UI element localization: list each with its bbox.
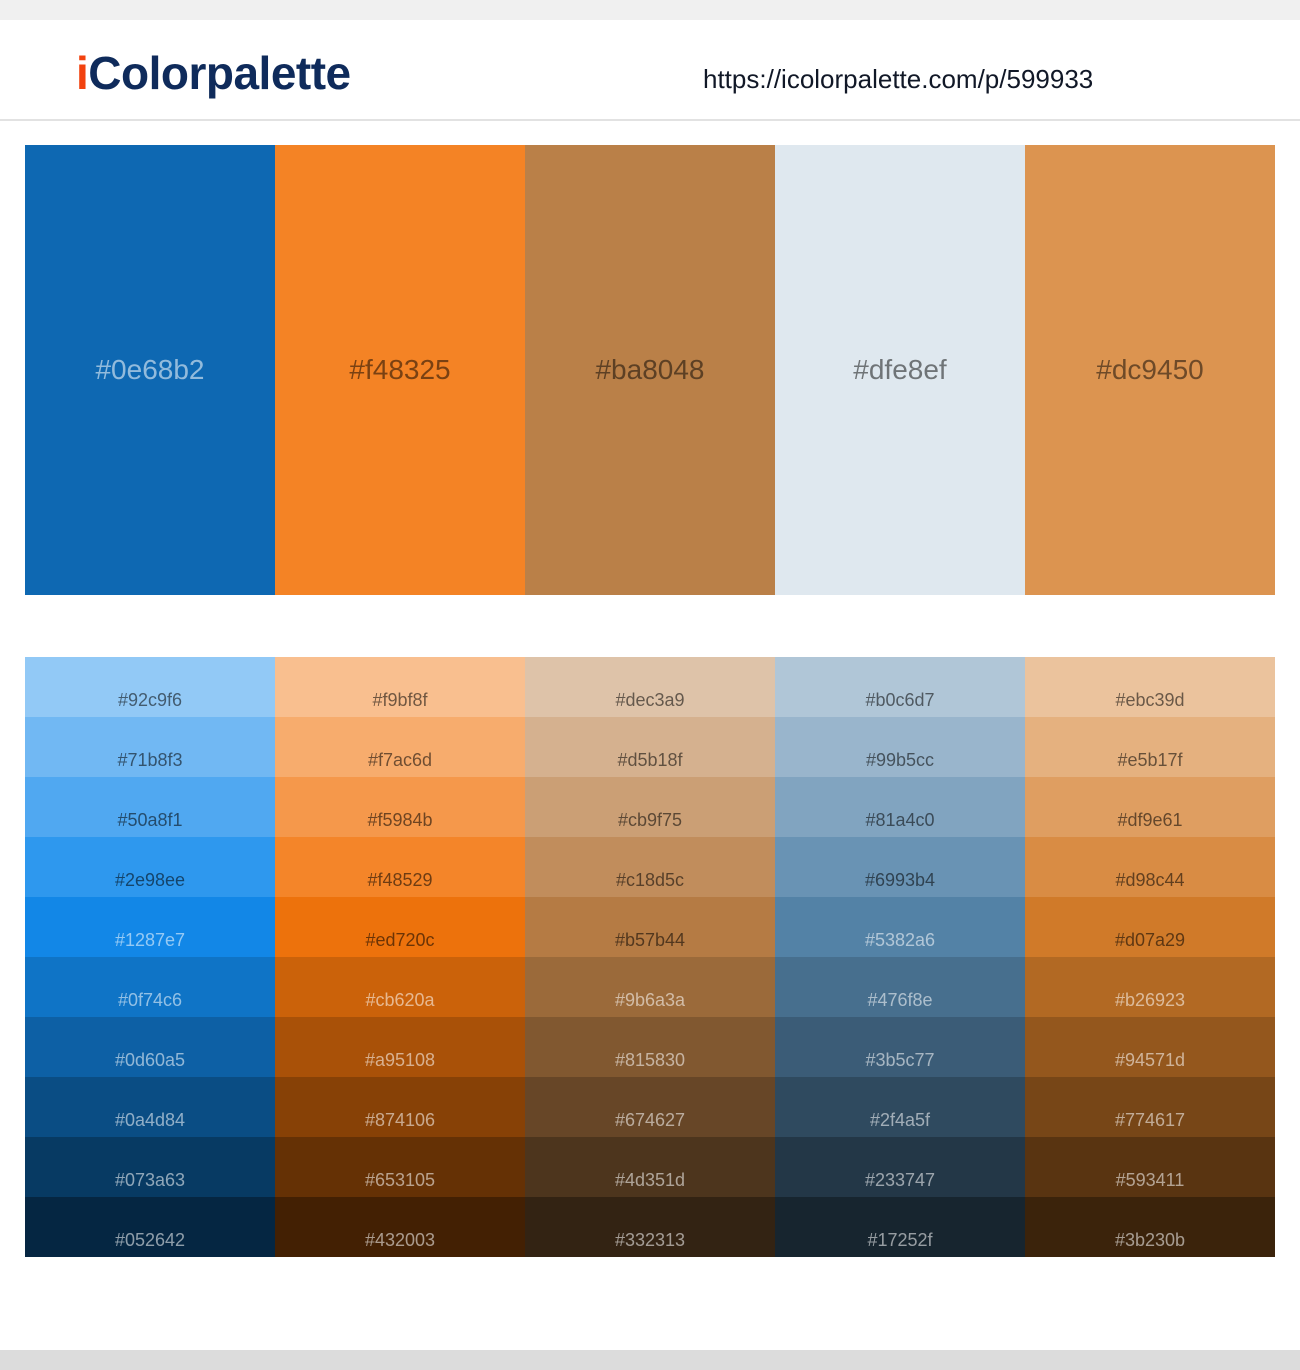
shade-swatch[interactable]: #3b230b <box>1025 1197 1275 1257</box>
shade-swatch[interactable]: #0f74c6 <box>25 957 275 1017</box>
shade-swatch[interactable]: #476f8e <box>775 957 1025 1017</box>
color-swatch[interactable]: #ba8048 <box>525 145 775 595</box>
shade-swatch[interactable]: #81a4c0 <box>775 777 1025 837</box>
shade-swatch[interactable]: #874106 <box>275 1077 525 1137</box>
shade-swatch[interactable]: #71b8f3 <box>25 717 275 777</box>
shade-swatch[interactable]: #052642 <box>25 1197 275 1257</box>
top-bar <box>0 0 1300 20</box>
shade-swatch[interactable]: #50a8f1 <box>25 777 275 837</box>
shade-swatch[interactable]: #94571d <box>1025 1017 1275 1077</box>
shade-swatch[interactable]: #cb9f75 <box>525 777 775 837</box>
shade-swatch[interactable]: #f9bf8f <box>275 657 525 717</box>
shade-swatch[interactable]: #b26923 <box>1025 957 1275 1017</box>
shade-swatch[interactable]: #17252f <box>775 1197 1025 1257</box>
shade-swatch[interactable]: #2f4a5f <box>775 1077 1025 1137</box>
shade-swatch[interactable]: #dec3a9 <box>525 657 775 717</box>
shade-swatch[interactable]: #0d60a5 <box>25 1017 275 1077</box>
shade-swatch[interactable]: #e5b17f <box>1025 717 1275 777</box>
shade-swatch[interactable]: #2e98ee <box>25 837 275 897</box>
header: iColorpalette https://icolorpalette.com/… <box>0 20 1300 121</box>
shade-swatch[interactable]: #a95108 <box>275 1017 525 1077</box>
shade-swatch[interactable]: #3b5c77 <box>775 1017 1025 1077</box>
shade-swatch[interactable]: #b0c6d7 <box>775 657 1025 717</box>
shade-swatch[interactable]: #4d351d <box>525 1137 775 1197</box>
shade-swatch[interactable]: #432003 <box>275 1197 525 1257</box>
color-swatch[interactable]: #f48325 <box>275 145 525 595</box>
shade-swatch[interactable]: #92c9f6 <box>25 657 275 717</box>
shade-swatch[interactable]: #332313 <box>525 1197 775 1257</box>
shade-swatch[interactable]: #d5b18f <box>525 717 775 777</box>
shade-swatch[interactable]: #0a4d84 <box>25 1077 275 1137</box>
color-swatch[interactable]: #dfe8ef <box>775 145 1025 595</box>
shade-swatch[interactable]: #d98c44 <box>1025 837 1275 897</box>
color-swatch[interactable]: #0e68b2 <box>25 145 275 595</box>
shade-swatch[interactable]: #cb620a <box>275 957 525 1017</box>
shade-swatch[interactable]: #f48529 <box>275 837 525 897</box>
shade-swatch[interactable]: #815830 <box>525 1017 775 1077</box>
shade-swatch[interactable]: #674627 <box>525 1077 775 1137</box>
shade-swatch[interactable]: #9b6a3a <box>525 957 775 1017</box>
shade-swatch[interactable]: #6993b4 <box>775 837 1025 897</box>
shade-swatch[interactable]: #ed720c <box>275 897 525 957</box>
page-url: https://icolorpalette.com/p/599933 <box>703 64 1094 94</box>
shade-swatch[interactable]: #653105 <box>275 1137 525 1197</box>
shade-swatch[interactable]: #ebc39d <box>1025 657 1275 717</box>
shade-swatch[interactable]: #f5984b <box>275 777 525 837</box>
logo[interactable]: iColorpalette <box>76 47 351 99</box>
shade-swatch[interactable]: #c18d5c <box>525 837 775 897</box>
shade-swatch[interactable]: #f7ac6d <box>275 717 525 777</box>
shade-swatch[interactable]: #5382a6 <box>775 897 1025 957</box>
bottom-bar <box>0 1350 1300 1370</box>
shade-swatch[interactable]: #233747 <box>775 1137 1025 1197</box>
shade-swatch[interactable]: #774617 <box>1025 1077 1275 1137</box>
color-swatch[interactable]: #dc9450 <box>1025 145 1275 595</box>
shade-swatch[interactable]: #593411 <box>1025 1137 1275 1197</box>
shade-swatch[interactable]: #073a63 <box>25 1137 275 1197</box>
shade-swatch[interactable]: #99b5cc <box>775 717 1025 777</box>
shade-swatch[interactable]: #b57b44 <box>525 897 775 957</box>
shade-swatch[interactable]: #1287e7 <box>25 897 275 957</box>
shade-swatch[interactable]: #df9e61 <box>1025 777 1275 837</box>
shade-swatch[interactable]: #d07a29 <box>1025 897 1275 957</box>
